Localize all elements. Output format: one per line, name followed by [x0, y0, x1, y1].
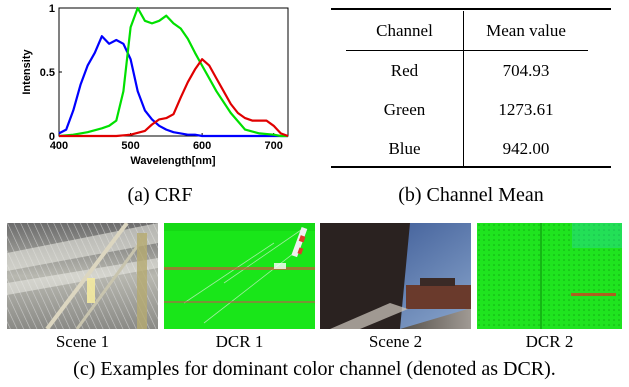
table-row: Red 704.93	[346, 50, 588, 90]
cell-mean: 704.93	[502, 60, 550, 80]
table-row: Green 1273.61	[346, 90, 588, 129]
crf-chart: 400 500 600 700 0 0.5 1 Wavelength[nm] Intensi…	[21, 3, 289, 167]
dcr-1-image	[164, 223, 315, 329]
cell-channel: Blue	[346, 129, 464, 168]
cell-mean: 942.00	[502, 138, 550, 158]
scene-2-image	[320, 223, 471, 329]
scene-2-label: Scene 2	[368, 332, 423, 351]
dcr-2-label: DCR 2	[525, 332, 574, 351]
y-tick-label: 0.5	[40, 67, 55, 79]
cell-mean: 1273.61	[498, 99, 554, 119]
cell-channel: Red	[346, 50, 464, 90]
cell-channel: Green	[346, 90, 464, 129]
plot-frame	[58, 7, 289, 137]
table-header-row: Channel Mean value	[346, 11, 588, 51]
header-mean-value: Mean value	[463, 11, 588, 51]
table-top-rule	[331, 8, 611, 10]
plot-border	[58, 7, 289, 137]
x-axis-label: Wavelength[nm]	[130, 155, 215, 167]
channel-mean-caption: (b) Channel Mean	[398, 184, 544, 206]
table-bottom-rule	[331, 166, 611, 168]
channel-mean-table: Channel Mean value Red 704.93 Green 1273…	[346, 11, 588, 168]
dcr-2-image	[477, 223, 622, 329]
y-tick-label: 0	[49, 131, 55, 143]
dcr-1-label: DCR 1	[215, 332, 264, 351]
header-channel: Channel	[346, 11, 464, 51]
y-axis-label: Intensity	[21, 49, 33, 95]
series-layer	[58, 6, 289, 138]
scene-1-label: Scene 1	[55, 332, 110, 351]
x-tick-label: 500	[121, 140, 139, 152]
examples-caption: (c) Examples for dominant color channel …	[73, 358, 556, 380]
scene-1-image	[7, 223, 158, 329]
crf-caption: (a) CRF	[127, 184, 193, 206]
y-tick-label: 1	[49, 3, 55, 15]
series-line-1	[58, 6, 288, 138]
series-line-2	[59, 58, 289, 138]
axis-layer: 400 500 600 700 0 0.5 1	[40, 3, 283, 152]
x-tick-label: 400	[50, 140, 68, 152]
x-tick-label: 600	[193, 140, 211, 152]
table-row: Blue 942.00	[346, 129, 588, 168]
x-tick-label: 700	[265, 140, 283, 152]
series-line-0	[58, 35, 288, 138]
